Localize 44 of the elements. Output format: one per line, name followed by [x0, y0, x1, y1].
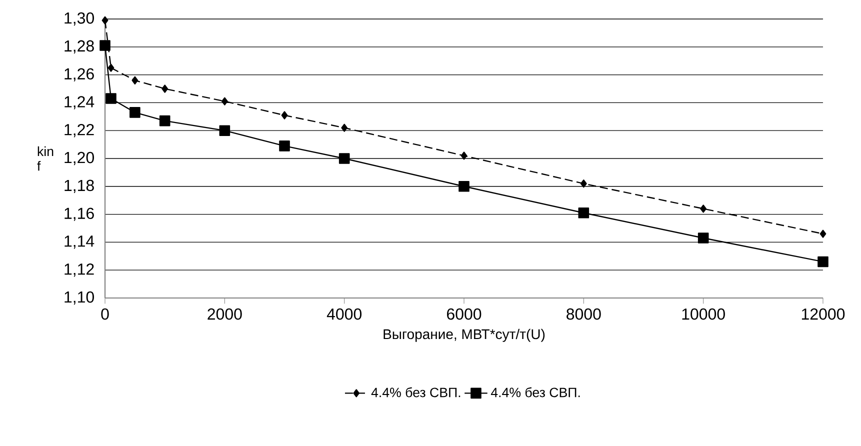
- y-tick-label: 1,14: [64, 236, 94, 249]
- y-tick-label: 1,30: [64, 12, 94, 26]
- point: [341, 124, 348, 132]
- point: [460, 152, 468, 160]
- point: [102, 16, 108, 24]
- point: [221, 97, 228, 106]
- point: [820, 230, 826, 238]
- point: [108, 64, 114, 72]
- point: [458, 180, 470, 192]
- point: [338, 153, 350, 164]
- point: [580, 180, 587, 188]
- y-tick-label: 1,28: [64, 40, 94, 54]
- point: [818, 256, 828, 268]
- point: [578, 208, 590, 218]
- point: [106, 93, 116, 104]
- point: [700, 204, 707, 213]
- point: [281, 111, 288, 120]
- y-tick-label: 1,16: [64, 208, 94, 221]
- x-tick-label: 4000: [326, 308, 362, 320]
- legend-label: 4.4% без СВП.: [371, 387, 460, 398]
- point: [100, 40, 110, 51]
- y-tick-label: 1,24: [64, 96, 94, 110]
- y-tick-label: 1,12: [64, 263, 94, 277]
- point: [162, 84, 168, 93]
- y-tick-label: 1,20: [64, 152, 94, 166]
- y-axis-title: kin f: [37, 146, 54, 171]
- x-axis-title: Выгорание, МВТ*сут/т(U): [384, 328, 545, 342]
- x-tick-label: 8000: [566, 308, 601, 320]
- x-tick-label: 12000: [802, 308, 845, 320]
- point: [159, 115, 170, 126]
- x-tick-label: 6000: [447, 308, 482, 320]
- point: [130, 107, 140, 118]
- point: [698, 232, 709, 244]
- legend-label: 4.4% без СВП.: [490, 387, 580, 398]
- point: [219, 125, 230, 136]
- y-tick-label: 1,18: [64, 180, 94, 194]
- y-tick-label: 1,26: [64, 68, 94, 82]
- point: [132, 76, 138, 84]
- y-tick-label: 1,22: [64, 124, 94, 138]
- point: [279, 140, 290, 152]
- y-tick-label: 1,10: [64, 291, 94, 305]
- x-tick-label: 10000: [682, 308, 725, 320]
- x-tick-label: 2000: [208, 308, 242, 320]
- x-tick-label: 0: [101, 308, 109, 320]
